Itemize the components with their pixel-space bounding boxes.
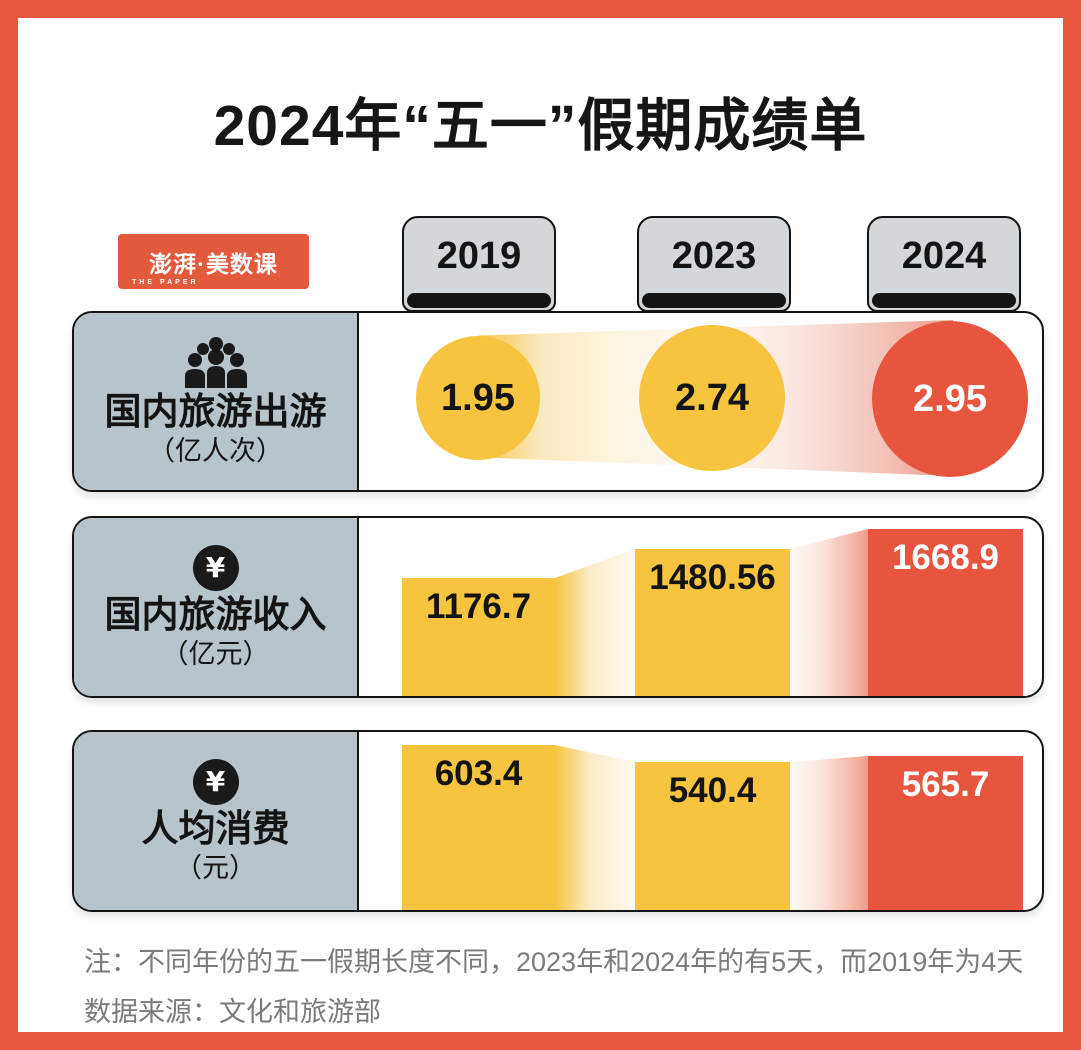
year-tab-label: 2023	[671, 234, 757, 277]
sheet-background: 2024年“五一”假期成绩单 澎湃·美数课 THE PAPER 2019 202…	[18, 18, 1063, 1032]
publisher-logo: 澎湃·美数课 THE PAPER	[118, 234, 309, 289]
gradient-connector	[790, 756, 868, 910]
publisher-logo-subtext: THE PAPER	[132, 279, 199, 286]
row-title: 国内旅游收入	[104, 593, 327, 635]
gradient-connector	[555, 549, 635, 696]
data-bar-2024: 1668.9	[868, 529, 1023, 696]
panel-per-capita-spending: ¥ 人均消费 （元） 603.4 540.4 565.7	[72, 730, 1044, 912]
chart-area-spending: 603.4 540.4 565.7	[359, 732, 1042, 910]
panel-domestic-trips: 国内旅游出游 （亿人次） 1.95 2.74 2.95	[72, 311, 1044, 492]
value-label: 2.74	[675, 376, 749, 419]
year-tab-2023: 2023	[637, 216, 791, 312]
panel-tourism-revenue: ¥ 国内旅游收入 （亿元） 1176.7 1480.56 1668.9	[72, 516, 1044, 698]
value-label: 1.95	[441, 376, 515, 419]
value-label: 2.95	[913, 377, 987, 420]
gradient-connector	[555, 745, 635, 910]
publisher-logo-text: 澎湃·美数课	[149, 250, 278, 277]
value-label: 540.4	[668, 771, 757, 810]
people-group-icon	[184, 337, 247, 389]
footnote: 注：不同年份的五一假期长度不同，2023年和2024年的有5天，而2019年为4…	[84, 947, 1024, 977]
data-circle-2024: 2.95	[872, 321, 1028, 477]
row-title: 人均消费	[141, 807, 290, 849]
row-title: 国内旅游出游	[104, 391, 327, 433]
data-circle-2019: 1.95	[416, 336, 540, 460]
chart-area-revenue: 1176.7 1480.56 1668.9	[359, 518, 1042, 696]
panel-label-tourism-revenue: ¥ 国内旅游收入 （亿元）	[74, 518, 359, 696]
value-label: 1480.56	[649, 558, 776, 597]
row-unit: （亿元）	[161, 638, 270, 669]
data-bar-2023: 1480.56	[635, 549, 790, 696]
year-tab-2024: 2024	[867, 216, 1021, 312]
yuan-coin-icon: ¥	[192, 544, 239, 591]
data-bar-2019: 1176.7	[402, 578, 555, 696]
year-tab-label: 2024	[901, 234, 987, 277]
data-bar-2024: 565.7	[868, 756, 1023, 910]
chart-area-trips: 1.95 2.74 2.95	[359, 313, 1042, 490]
panel-label-per-capita-spending: ¥ 人均消费 （元）	[74, 732, 359, 910]
value-label: 565.7	[901, 765, 990, 804]
yuan-coin-icon: ¥	[192, 758, 239, 805]
data-source: 数据来源：文化和旅游部	[84, 997, 381, 1027]
value-label: 1668.9	[891, 538, 1000, 577]
data-bar-2023: 540.4	[635, 762, 790, 910]
year-tab-label: 2019	[436, 234, 522, 277]
data-bar-2019: 603.4	[402, 745, 555, 910]
page-title: 2024年“五一”假期成绩单	[213, 94, 868, 158]
value-label: 1176.7	[425, 587, 532, 626]
gradient-connector	[790, 529, 868, 696]
year-tab-2019: 2019	[402, 216, 556, 312]
data-circle-2023: 2.74	[639, 325, 785, 471]
value-label: 603.4	[434, 754, 523, 793]
panel-label-domestic-trips: 国内旅游出游 （亿人次）	[74, 313, 359, 490]
row-unit: （元）	[175, 852, 256, 883]
row-unit: （亿人次）	[148, 436, 283, 466]
